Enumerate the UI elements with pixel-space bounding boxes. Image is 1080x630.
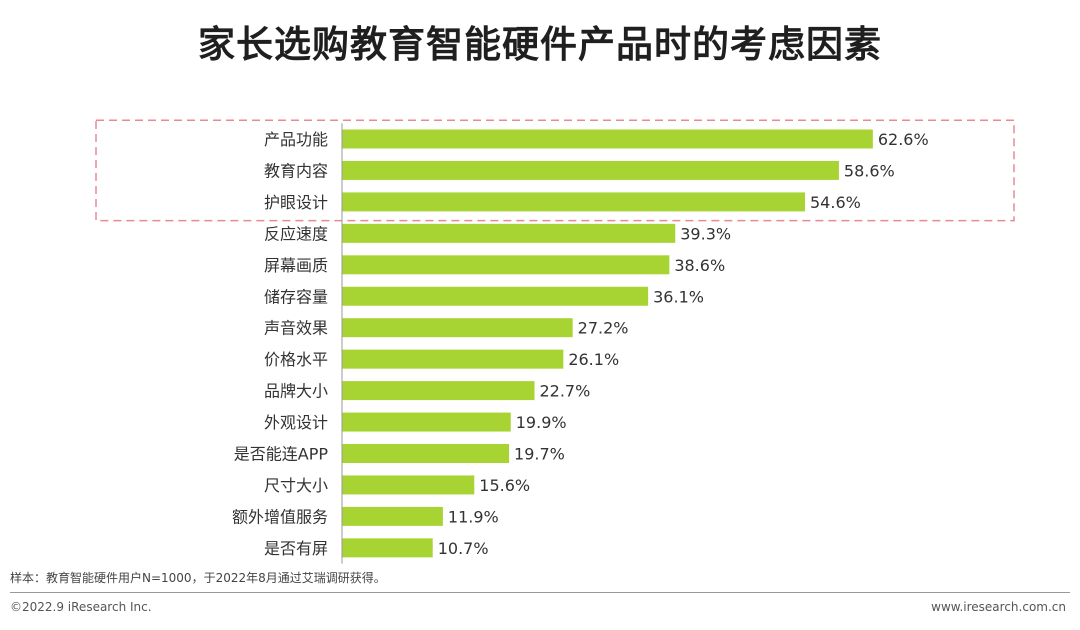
data-label: 38.6% <box>674 256 725 275</box>
highlight-box <box>95 119 1015 222</box>
bar <box>342 349 564 369</box>
bar <box>342 129 873 149</box>
data-label: 62.6% <box>878 130 929 149</box>
data-label: 39.3% <box>680 224 731 243</box>
bar <box>342 318 573 338</box>
data-label: 36.1% <box>653 287 704 306</box>
category-label: 额外增值服务 <box>232 507 328 526</box>
bar <box>342 538 433 558</box>
category-label: 护眼设计 <box>264 193 328 212</box>
category-label: 屏幕画质 <box>264 256 328 275</box>
data-label: 54.6% <box>810 193 861 212</box>
category-label: 是否有屏 <box>264 539 328 558</box>
category-label: 反应速度 <box>264 224 328 243</box>
category-label: 储存容量 <box>264 287 328 306</box>
bar <box>342 381 535 401</box>
bar <box>342 223 676 243</box>
copyright-text: ©2022.9 iResearch Inc. <box>10 600 152 614</box>
data-label: 19.7% <box>514 445 565 464</box>
data-label: 11.9% <box>448 507 499 526</box>
category-label: 产品功能 <box>264 130 328 149</box>
category-label: 价格水平 <box>264 350 328 369</box>
data-label: 26.1% <box>568 350 619 369</box>
category-label: 声音效果 <box>264 319 328 338</box>
category-label: 教育内容 <box>264 161 328 180</box>
bar <box>342 192 806 212</box>
data-label: 15.6% <box>479 476 530 495</box>
bar <box>342 255 670 275</box>
category-label: 是否能连APP <box>234 445 329 464</box>
data-label: 10.7% <box>438 539 489 558</box>
data-label: 58.6% <box>844 161 895 180</box>
footer-divider <box>10 592 1070 593</box>
chart-title: 家长选购教育智能硬件产品时的考虑因素 <box>198 23 882 66</box>
bar <box>342 286 649 306</box>
bar <box>342 444 510 463</box>
bar <box>342 506 443 526</box>
bar <box>342 412 511 432</box>
website-text: www.iresearch.com.cn <box>931 600 1066 614</box>
data-label: 19.9% <box>516 413 567 432</box>
data-label: 27.2% <box>578 319 629 338</box>
category-label: 尺寸大小 <box>264 476 328 495</box>
sample-note: 样本：教育智能硬件用户N=1000，于2022年8月通过艾瑞调研获得。 <box>10 571 386 585</box>
data-label: 22.7% <box>539 382 590 401</box>
bar <box>342 160 839 180</box>
bar <box>342 475 475 495</box>
bar-chart: 产品功能 62.6% 教育内容 58.6% 护眼设计 54.6% 反应速度 39.3% 屏幕画质… <box>95 119 1015 564</box>
category-label: 外观设计 <box>264 413 328 432</box>
category-label: 品牌大小 <box>264 382 328 401</box>
